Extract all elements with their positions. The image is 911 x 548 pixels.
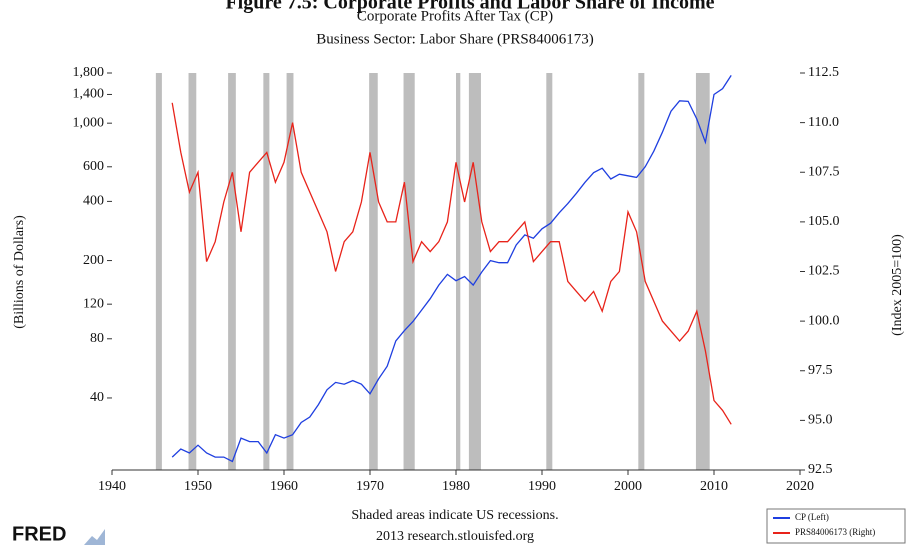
x-tick-label: 1980: [442, 479, 470, 494]
recession-band: [695, 73, 710, 470]
y2-tick-label: 100.0: [808, 313, 840, 328]
recession-band: [263, 73, 270, 470]
y2-tick-label: 92.5: [808, 462, 833, 477]
recession-band: [456, 73, 461, 470]
y-tick-label: 1,400: [73, 87, 105, 102]
logo-icon: [84, 529, 105, 545]
y-tick-label: 400: [83, 194, 104, 209]
source: 2013 research.stlouisfed.org: [376, 529, 534, 544]
logo: FRED: [12, 523, 66, 545]
y-tick-label: 80: [90, 331, 104, 346]
chart-title: Corporate Profits After Tax (CP): [357, 8, 553, 24]
recession-band: [403, 73, 415, 470]
y2-tick-label: 105.0: [808, 214, 840, 229]
x-tick-label: 2000: [614, 479, 642, 494]
y-tick-label: 600: [83, 159, 104, 174]
y-tick-label: 40: [90, 390, 104, 405]
x-tick-label: 1960: [270, 479, 298, 494]
note: Shaded areas indicate US recessions.: [351, 508, 558, 523]
y2-tick-label: 97.5: [808, 363, 833, 378]
series-line: [171, 102, 732, 425]
recession-band: [468, 73, 481, 470]
legend-label: PRS84006173 (Right): [795, 527, 875, 537]
x-tick-label: 2010: [700, 479, 728, 494]
recession-band: [228, 73, 236, 470]
recession-band: [286, 73, 294, 470]
y-tick-label: 120: [83, 296, 104, 311]
recession-band: [638, 73, 645, 470]
y-tick-label: 1,000: [73, 115, 105, 130]
y2-tick-label: 102.5: [808, 264, 840, 279]
y2-tick-label: 110.0: [808, 115, 839, 130]
y2-tick-label: 107.5: [808, 164, 840, 179]
chart-subtitle: Business Sector: Labor Share (PRS8400617…: [316, 31, 593, 47]
legend-label: CP (Left): [795, 512, 829, 522]
series-line: [171, 75, 732, 463]
recession-band: [155, 73, 162, 470]
y2-tick-label: 95.0: [808, 413, 833, 428]
y2-axis-label: (Index 2005=100): [890, 234, 905, 336]
y-tick-label: 200: [83, 253, 104, 268]
legend-box: [766, 508, 906, 544]
x-tick-label: 1970: [356, 479, 384, 494]
figure-title: Figure 7.5: Corporate Profits and Labor …: [225, 0, 714, 14]
x-tick-label: 2020: [786, 479, 814, 494]
x-tick-label: 1950: [184, 479, 212, 494]
recession-band: [188, 73, 197, 470]
y-axis-label: (Billions of Dollars): [12, 215, 27, 329]
y2-tick-label: 112.5: [808, 65, 839, 80]
x-tick-label: 1940: [98, 479, 126, 494]
y-tick-label: 1,800: [73, 65, 105, 80]
recession-band: [546, 73, 553, 470]
recession-band: [369, 73, 378, 470]
x-tick-label: 1990: [528, 479, 556, 494]
